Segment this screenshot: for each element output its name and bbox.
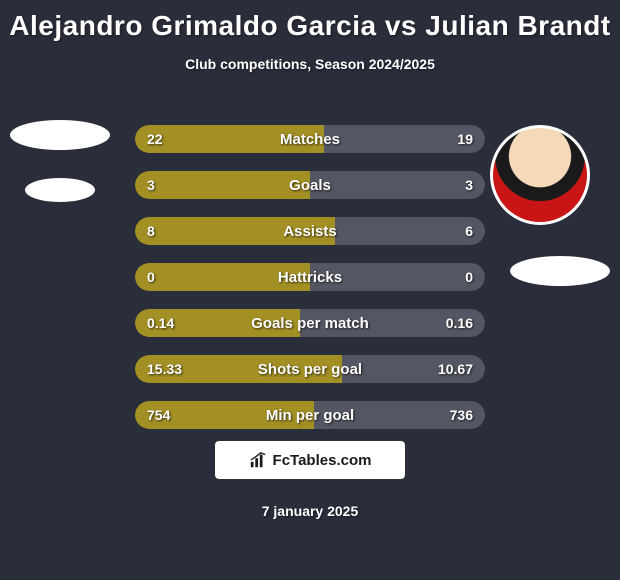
stat-value-left: 754 xyxy=(147,401,170,429)
stat-row: Assists8 6 xyxy=(135,217,485,245)
stat-value-left: 0.14 xyxy=(147,309,174,337)
stat-row: Min per goal754 736 xyxy=(135,401,485,429)
stat-value-right: 3 xyxy=(465,171,473,199)
stat-row: Goals3 3 xyxy=(135,171,485,199)
stat-row: Matches22 19 xyxy=(135,125,485,153)
stat-value-left: 3 xyxy=(147,171,155,199)
stat-value-right: 10.67 xyxy=(438,355,473,383)
stat-row: Hattricks0 0 xyxy=(135,263,485,291)
chart-icon xyxy=(249,451,267,469)
stat-label: Goals per match xyxy=(135,309,485,337)
player2-avatar xyxy=(490,125,590,225)
stat-row: Shots per goal15.33 10.67 xyxy=(135,355,485,383)
branding-badge[interactable]: FcTables.com xyxy=(215,441,405,479)
branding-label: FcTables.com xyxy=(273,452,372,469)
stat-value-left: 8 xyxy=(147,217,155,245)
stat-label: Min per goal xyxy=(135,401,485,429)
stats-container: Matches22 19 Goals3 3 Assists8 6 Hattricks0 0 Go… xyxy=(135,125,485,447)
stat-value-left: 22 xyxy=(147,125,163,153)
stat-label: Shots per goal xyxy=(135,355,485,383)
stat-value-right: 0 xyxy=(465,263,473,291)
stat-label: Matches xyxy=(135,125,485,153)
stat-value-right: 0.16 xyxy=(446,309,473,337)
comparison-date: 7 january 2025 xyxy=(0,503,620,519)
stat-value-right: 19 xyxy=(457,125,473,153)
comparison-title: Alejandro Grimaldo Garcia vs Julian Bran… xyxy=(0,0,620,42)
stat-label: Assists xyxy=(135,217,485,245)
player2-club-logo-placeholder xyxy=(510,256,610,286)
stat-value-left: 0 xyxy=(147,263,155,291)
player1-avatar-placeholder xyxy=(10,120,110,150)
stat-value-left: 15.33 xyxy=(147,355,182,383)
stat-row: Goals per match0.14 0.16 xyxy=(135,309,485,337)
player1-club-logo-placeholder xyxy=(25,178,95,202)
stat-value-right: 736 xyxy=(450,401,473,429)
comparison-subtitle: Club competitions, Season 2024/2025 xyxy=(0,56,620,72)
stat-label: Hattricks xyxy=(135,263,485,291)
stat-value-right: 6 xyxy=(465,217,473,245)
stat-label: Goals xyxy=(135,171,485,199)
